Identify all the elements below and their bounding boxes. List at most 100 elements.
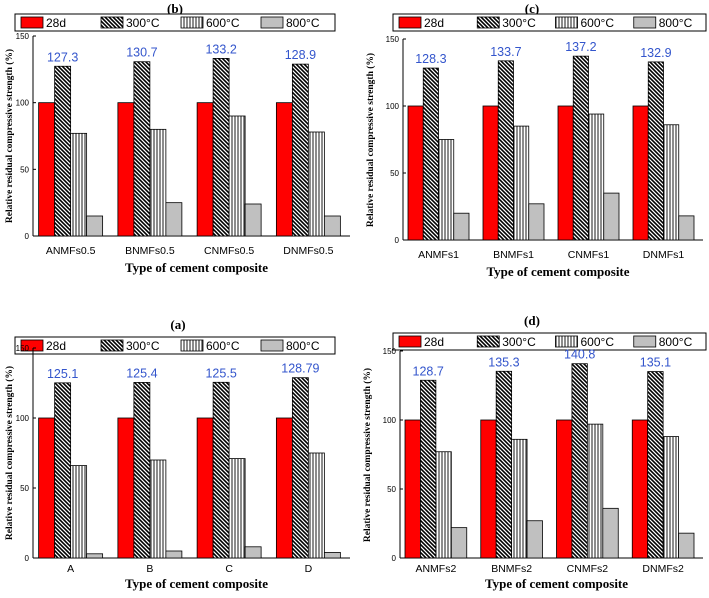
bar-annotation: 128.7 xyxy=(413,364,444,378)
bar-annotation: 133.2 xyxy=(205,42,236,56)
bar-d-28d-3 xyxy=(631,419,649,559)
bar-c-28d-3 xyxy=(632,105,649,241)
legend-label: 600°C xyxy=(581,16,615,30)
bar-c-300C-2 xyxy=(572,55,589,241)
x-axis-label: Type of cement composite xyxy=(125,260,268,275)
bar-a-300C-3 xyxy=(291,377,309,559)
x-tick-label: C xyxy=(225,563,233,575)
y-axis-label: Relative residual compressive strength (… xyxy=(4,49,15,223)
bar-b-800C-0 xyxy=(86,215,104,237)
legend-swatch xyxy=(476,16,500,29)
bar-d-600C-0 xyxy=(435,451,452,559)
bar-c-800C-0 xyxy=(453,212,470,241)
bar-a-300C-2 xyxy=(212,381,230,559)
bar-annotation: 125.5 xyxy=(205,366,236,380)
legend-swatch xyxy=(260,16,284,29)
legend-swatch xyxy=(180,16,204,29)
x-tick-label: BNMFs0.5 xyxy=(125,245,175,257)
legend-swatch xyxy=(555,335,578,348)
x-tick-label: ANMFs1 xyxy=(418,249,459,261)
bar-b-28d-1 xyxy=(117,102,135,237)
y-tick-label: 100 xyxy=(16,414,30,423)
bar-a-600C-3 xyxy=(307,452,325,559)
legend-box xyxy=(14,13,336,32)
bar-a-800C-2 xyxy=(244,546,262,559)
bar-a-28d-0 xyxy=(38,417,56,559)
bar-a-300C-1 xyxy=(133,382,151,559)
bar-c-28d-1 xyxy=(482,105,499,241)
y-axis-label: Relative residual compressive strength (… xyxy=(365,53,376,227)
legend-swatch xyxy=(476,335,500,348)
bar-a-28d-1 xyxy=(117,417,135,559)
bar-d-28d-1 xyxy=(480,419,497,559)
legend-label: 800°C xyxy=(286,16,320,30)
legend-label: 300°C xyxy=(126,339,160,353)
bar-b-300C-2 xyxy=(212,58,230,237)
bar-d-800C-2 xyxy=(602,507,619,559)
bar-b-28d-2 xyxy=(196,102,214,237)
x-tick-label: DNMFs0.5 xyxy=(283,245,333,257)
legend-label: 28d xyxy=(46,16,66,30)
bar-annotation: 128.3 xyxy=(415,52,446,66)
chart-panel-d: (d) 28d 300°C 600°C 800°C 0 50 100 150 Relative r… xyxy=(362,313,707,591)
bar-b-600C-2 xyxy=(228,115,246,237)
panel-title: (c) xyxy=(525,1,539,16)
x-tick-label: CNMFs2 xyxy=(567,563,609,575)
legend-label: 300°C xyxy=(502,16,536,30)
bar-b-300C-1 xyxy=(133,61,151,237)
bar-annotation: 133.7 xyxy=(490,45,521,59)
bar-d-800C-0 xyxy=(450,527,468,559)
bar-a-600C-0 xyxy=(70,465,88,559)
y-tick-label: 150 xyxy=(383,347,397,356)
bar-b-600C-3 xyxy=(307,131,325,237)
bar-annotation: 128.79 xyxy=(281,362,319,376)
bar-b-800C-2 xyxy=(244,203,262,237)
bar-b-800C-1 xyxy=(165,202,183,237)
bar-b-600C-0 xyxy=(70,132,88,237)
x-tick-label: CNMFs1 xyxy=(568,249,610,261)
y-tick-label: 150 xyxy=(16,32,30,41)
bar-b-300C-3 xyxy=(291,63,309,237)
bar-c-600C-2 xyxy=(588,113,605,241)
panel-title: (b) xyxy=(167,1,183,16)
bar-a-800C-3 xyxy=(323,552,341,559)
y-tick-label: 100 xyxy=(383,416,397,425)
legend-swatch xyxy=(398,335,422,348)
legend-label: 300°C xyxy=(126,16,160,30)
bar-a-800C-0 xyxy=(86,553,104,559)
x-tick-label: BNMFs1 xyxy=(493,249,534,261)
bar-c-300C-3 xyxy=(647,61,664,241)
bar-b-28d-0 xyxy=(38,102,56,237)
legend-label: 600°C xyxy=(206,339,240,353)
y-axis-label: Relative residual compressive strength (… xyxy=(4,366,15,540)
legend-swatch xyxy=(20,339,44,352)
bar-d-300C-3 xyxy=(647,371,664,559)
bar-a-28d-2 xyxy=(196,417,214,559)
bar-annotation: 125.4 xyxy=(126,366,157,380)
bar-c-600C-1 xyxy=(513,125,530,241)
bar-d-300C-2 xyxy=(571,363,588,559)
bar-c-600C-3 xyxy=(663,124,680,241)
x-tick-label: CNMFs0.5 xyxy=(204,245,254,257)
legend-swatch xyxy=(100,339,124,352)
legend-swatch xyxy=(100,16,124,29)
bar-c-800C-2 xyxy=(603,192,620,241)
bar-annotation: 130.7 xyxy=(126,46,157,60)
y-tick-label: 0 xyxy=(392,554,397,563)
legend-label: 28d xyxy=(424,335,444,349)
y-tick-label: 50 xyxy=(390,169,399,178)
bar-b-800C-3 xyxy=(323,215,341,237)
y-axis-label: Relative residual compressive strength (… xyxy=(362,368,373,542)
bar-a-300C-0 xyxy=(54,382,72,559)
bar-annotation: 137.2 xyxy=(565,40,596,54)
panel-title: (d) xyxy=(524,313,540,328)
bar-d-600C-2 xyxy=(586,423,604,559)
bar-a-600C-2 xyxy=(228,458,246,559)
bar-d-300C-1 xyxy=(495,370,513,559)
legend-label: 300°C xyxy=(502,335,536,349)
legend-swatch xyxy=(180,339,204,352)
x-tick-label: BNMFs2 xyxy=(491,563,532,575)
x-tick-label: B xyxy=(146,563,153,575)
